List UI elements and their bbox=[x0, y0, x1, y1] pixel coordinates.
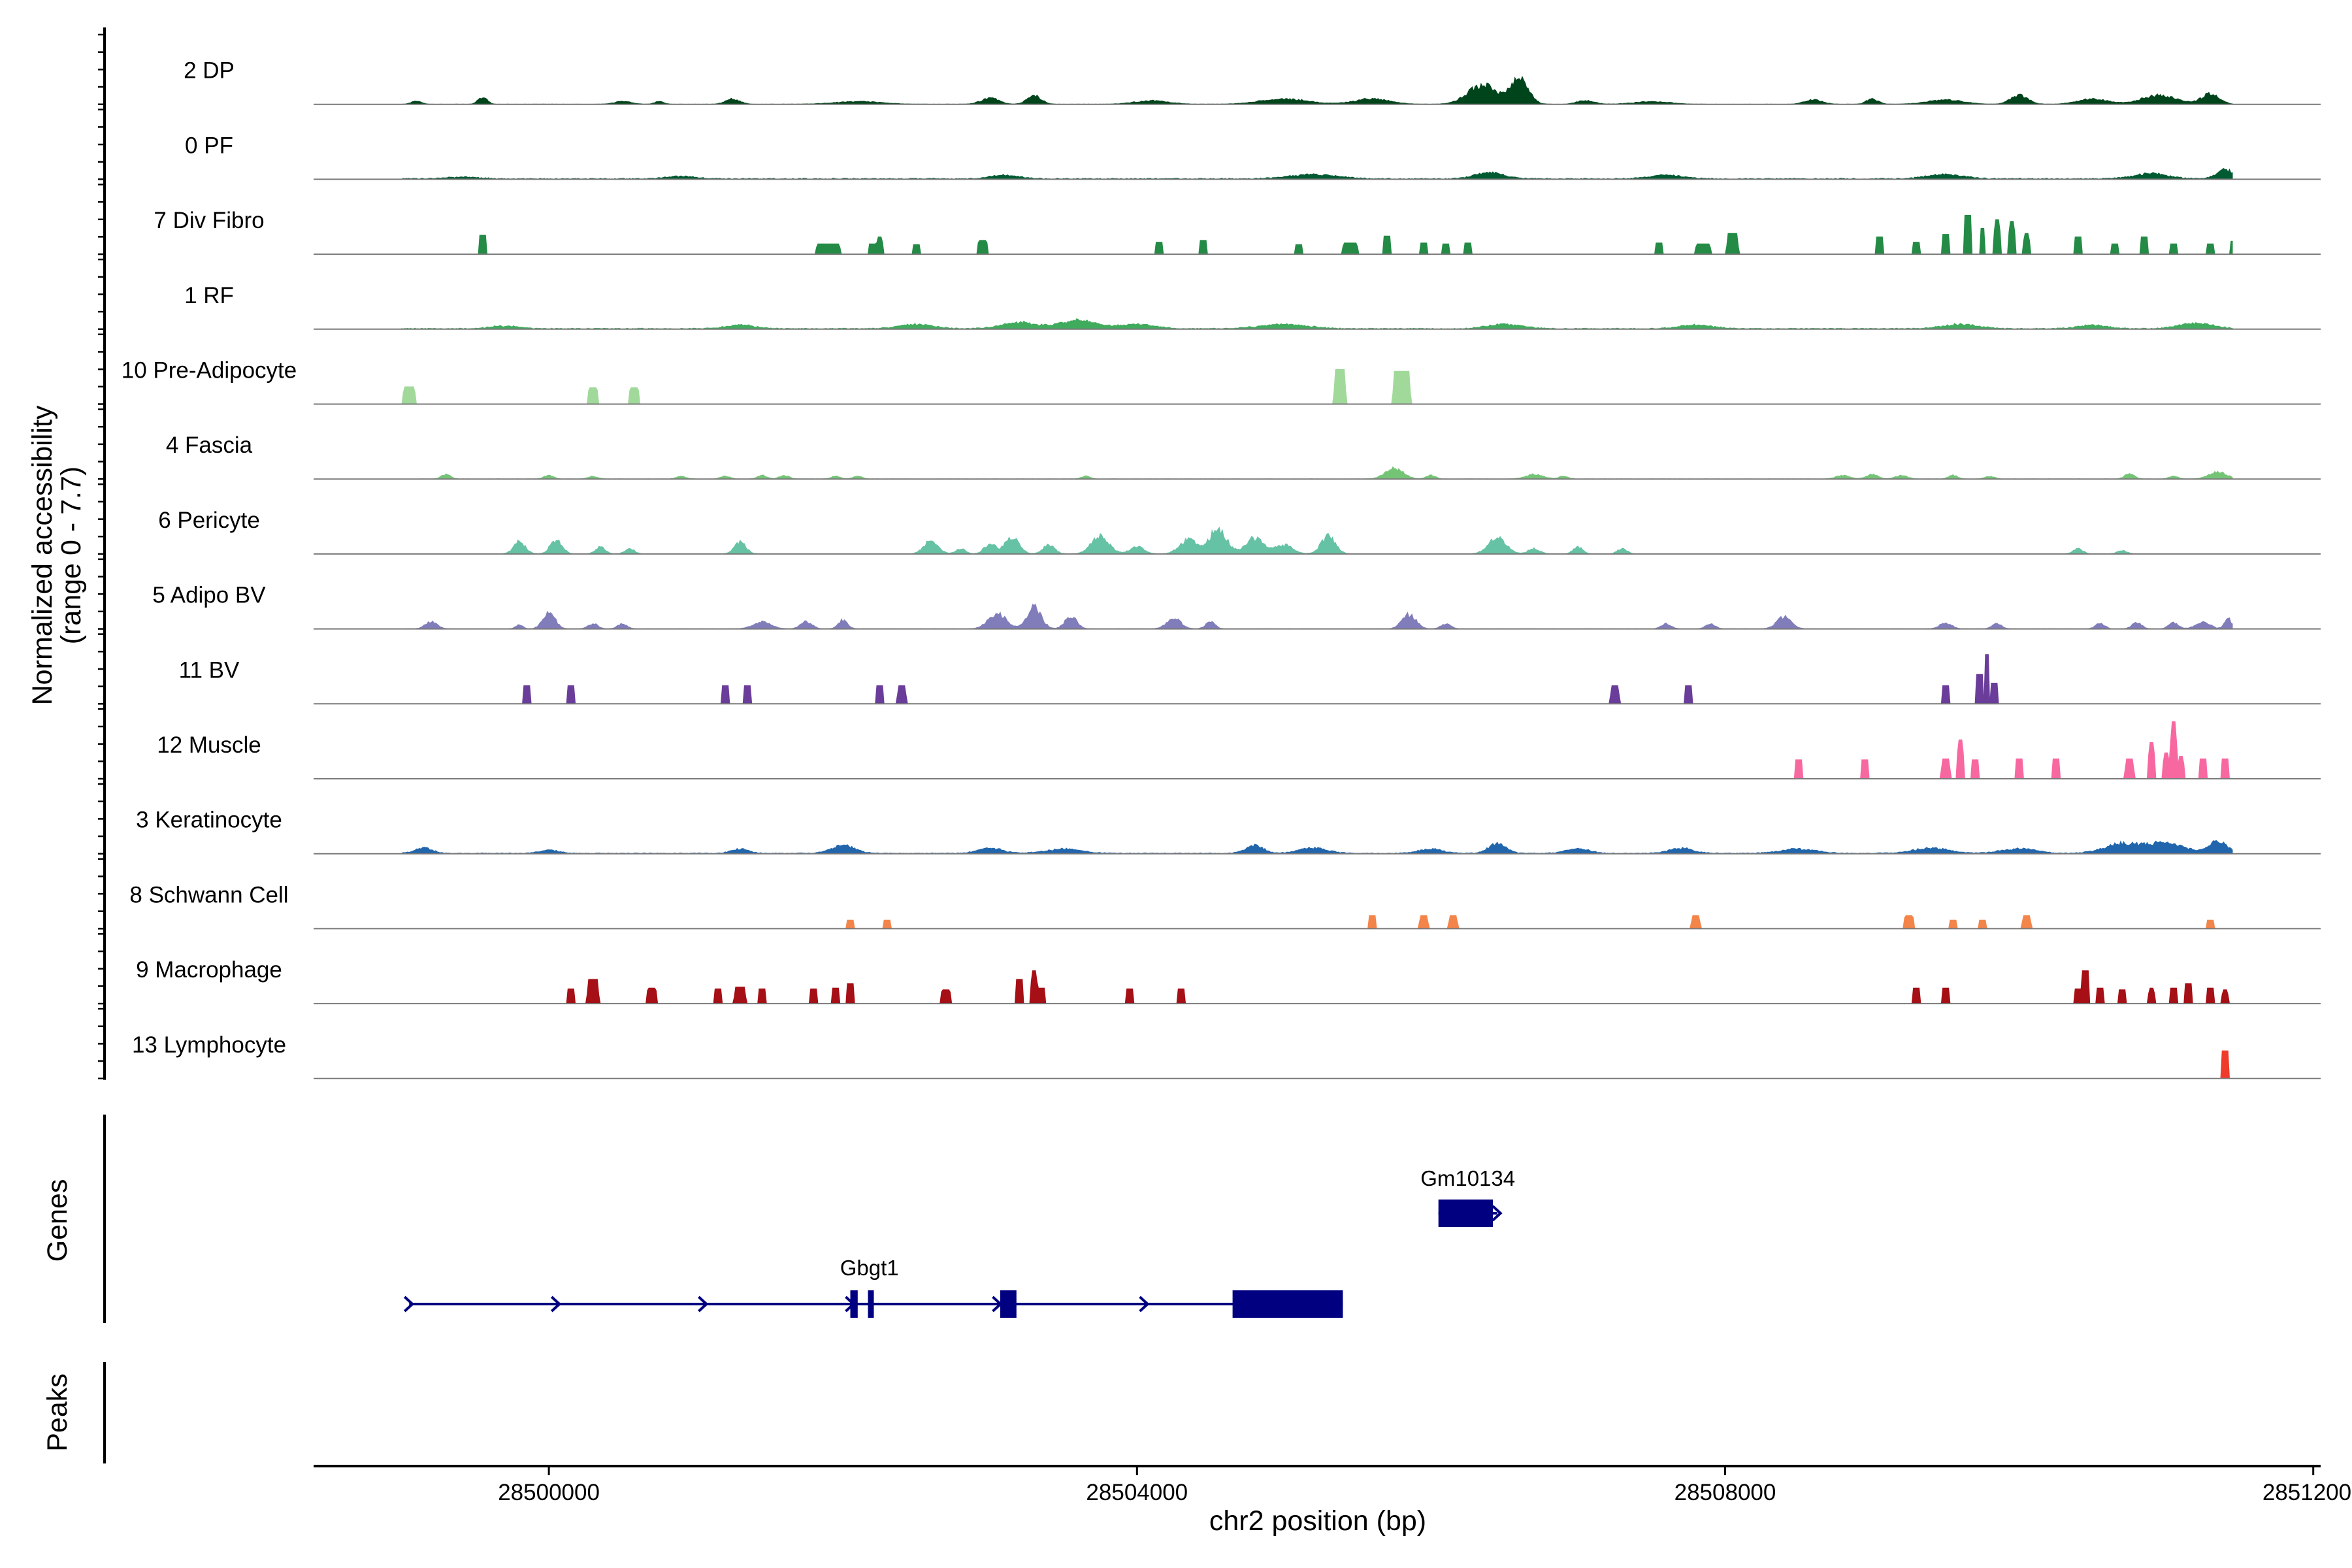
gene-exon bbox=[1438, 1200, 1493, 1227]
track-4: 1 RF bbox=[184, 283, 2321, 330]
y-axis-range-label: (range 0 - 7.7) bbox=[56, 466, 87, 644]
x-tick-label: 28500000 bbox=[498, 1480, 600, 1505]
coverage-area bbox=[402, 1050, 2232, 1079]
track-12: 8 Schwann Cell bbox=[129, 882, 2321, 930]
coverage-area bbox=[401, 526, 2233, 555]
track-label: 0 PF bbox=[185, 133, 233, 158]
x-axis-label: chr2 position (bp) bbox=[1209, 1505, 1426, 1537]
coverage-area bbox=[401, 603, 2233, 630]
x-axis: 28500000 28504000 28508000 28512000 bbox=[314, 1465, 2352, 1505]
coverage-area bbox=[401, 369, 2232, 404]
track-label: 6 Pericyte bbox=[158, 508, 260, 533]
track-label: 5 Adipo BV bbox=[152, 583, 266, 608]
track-label: 2 DP bbox=[184, 58, 235, 84]
track-13: 9 Macrophage bbox=[136, 957, 2321, 1005]
coverage-area bbox=[402, 915, 2232, 929]
track-label: 11 BV bbox=[179, 657, 240, 683]
coverage-area bbox=[401, 75, 2233, 105]
track-label: 12 Muscle bbox=[157, 732, 261, 758]
coverage-area bbox=[401, 840, 2233, 855]
coverage-area bbox=[402, 654, 2232, 704]
track-9: 11 BV bbox=[179, 654, 2321, 705]
strand-arrow bbox=[1492, 1205, 1503, 1222]
track-8: 5 Adipo BV bbox=[152, 583, 2321, 630]
coverage-area bbox=[401, 318, 2233, 330]
gene-label: Gbgt1 bbox=[840, 1256, 899, 1280]
coverage-area bbox=[402, 721, 2232, 779]
track-10: 12 Muscle bbox=[157, 721, 2321, 779]
tracks-layer: 2 DP 0 PF 7 Div Fibro 1 RF 10 Pre-Adipocyte 4… bbox=[122, 58, 2321, 1079]
gene-gbgt1: Gbgt1 bbox=[403, 1256, 1343, 1318]
strand-arrow bbox=[550, 1296, 562, 1313]
x-tick-label: 28512000 bbox=[2262, 1480, 2352, 1505]
track-label: 7 Div Fibro bbox=[154, 208, 264, 233]
gene-gm10134: Gm10134 bbox=[1420, 1166, 1515, 1227]
track-label: 1 RF bbox=[184, 283, 234, 308]
y-axis-label: Normalized accessibility bbox=[27, 405, 58, 705]
strand-arrow bbox=[698, 1296, 709, 1313]
gene-exon bbox=[868, 1290, 874, 1318]
coverage-area bbox=[401, 466, 2233, 480]
x-tick-label: 28504000 bbox=[1086, 1480, 1188, 1505]
track-label: 3 Keratinocyte bbox=[136, 808, 282, 833]
coverage-y-axis bbox=[98, 27, 106, 1080]
coverage-area bbox=[402, 970, 2232, 1004]
track-label: 4 Fascia bbox=[166, 433, 253, 458]
track-3: 7 Div Fibro bbox=[154, 208, 2321, 255]
track-14: 13 Lymphocyte bbox=[132, 1032, 2321, 1079]
track-label: 9 Macrophage bbox=[136, 957, 282, 983]
track-label: 8 Schwann Cell bbox=[129, 882, 288, 907]
coverage-area bbox=[401, 168, 2233, 180]
track-label: 10 Pre-Adipocyte bbox=[122, 358, 297, 384]
gene-exon bbox=[1000, 1290, 1017, 1318]
strand-arrow bbox=[1139, 1296, 1150, 1313]
peaks-track-label: Peaks bbox=[42, 1373, 73, 1452]
genes-track: Gbgt1 Gm10134 bbox=[403, 1166, 1515, 1318]
track-6: 4 Fascia bbox=[166, 433, 2321, 480]
strand-arrow bbox=[992, 1296, 1003, 1313]
track-2: 0 PF bbox=[185, 133, 2321, 180]
track-5: 10 Pre-Adipocyte bbox=[122, 358, 2321, 405]
x-tick-label: 28508000 bbox=[1674, 1480, 1776, 1505]
track-11: 3 Keratinocyte bbox=[136, 808, 2321, 855]
coverage-area bbox=[402, 215, 2233, 255]
gene-label: Gm10134 bbox=[1420, 1166, 1515, 1190]
track-7: 6 Pericyte bbox=[158, 508, 2321, 555]
gene-exon bbox=[1232, 1290, 1343, 1318]
strand-arrow bbox=[403, 1296, 415, 1313]
genes-track-label: Genes bbox=[42, 1179, 73, 1262]
track-label: 13 Lymphocyte bbox=[132, 1032, 286, 1058]
strand-arrow bbox=[845, 1296, 856, 1313]
track-1: 2 DP bbox=[184, 58, 2321, 105]
